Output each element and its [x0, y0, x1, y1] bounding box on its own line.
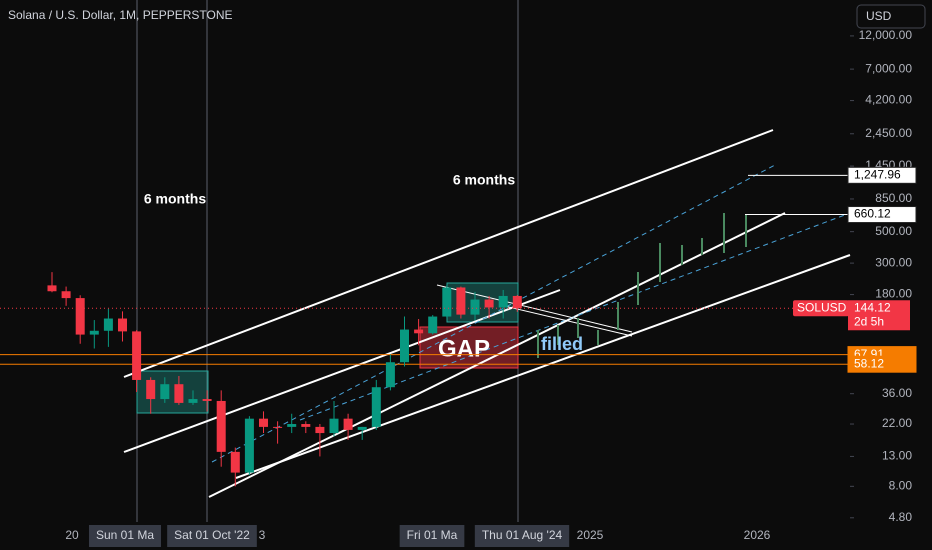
- candle-body: [202, 399, 212, 401]
- x-tick-label: 20: [65, 528, 79, 542]
- price-label-box: [847, 206, 917, 224]
- y-tick-label: 8.00: [889, 479, 913, 493]
- gap-box: [419, 326, 519, 369]
- candle-body: [512, 295, 522, 309]
- chart-title: Solana / U.S. Dollar, 1M, PEPPERSTONE: [8, 8, 233, 22]
- y-tick-label: 850.00: [875, 191, 912, 205]
- x-tick-label: Sun 01 Ma: [96, 528, 154, 542]
- dashed-line: [211, 164, 776, 463]
- last-price-countdown: 2d 5h: [854, 314, 884, 328]
- currency-label[interactable]: USD: [866, 9, 892, 23]
- candle-body: [315, 426, 325, 434]
- x-tick-label: Fri 01 Ma: [407, 528, 458, 542]
- x-tick-label: Thu 01 Aug '24: [482, 528, 563, 542]
- last-price-label: 144.12: [854, 300, 891, 314]
- price-label-box: [847, 355, 917, 373]
- last-price-symbol: SOLUSD: [797, 300, 847, 314]
- candle-body: [385, 362, 395, 388]
- y-tick-label: 7,000.00: [865, 61, 912, 75]
- candle-body: [132, 331, 142, 380]
- candle-body: [188, 399, 198, 403]
- candle-body: [428, 316, 438, 334]
- candle-body: [484, 299, 494, 308]
- y-tick-label: 4,200.00: [865, 93, 912, 107]
- annotation: 6 months: [144, 191, 206, 207]
- time-markers: [136, 0, 519, 522]
- currency-button[interactable]: [856, 4, 926, 29]
- candle-body: [329, 418, 339, 434]
- candle-body: [75, 298, 85, 335]
- price-label: 1,247.96: [854, 167, 901, 181]
- price-label: 660.12: [854, 207, 891, 221]
- candle-body: [216, 400, 226, 452]
- candle-body: [174, 384, 184, 403]
- x-label-highlight: [167, 525, 257, 547]
- candle-body: [498, 295, 508, 308]
- x-tick-label: Sat 01 Oct '22: [174, 528, 250, 542]
- channel-line: [235, 254, 851, 479]
- y-tick-label: 300.00: [875, 255, 912, 269]
- y-tick-label: 2,450.00: [865, 126, 912, 140]
- annotation: GAP: [438, 335, 490, 362]
- x-tick-label: 2026: [744, 528, 771, 542]
- candle-body: [244, 418, 254, 473]
- x-label-highlight: [474, 525, 570, 547]
- last-price-box: [848, 300, 910, 331]
- projection: [537, 213, 747, 358]
- candle-body: [371, 387, 381, 427]
- channel-line: [123, 289, 561, 453]
- trend-arrows: [436, 284, 633, 337]
- trend-line: [499, 304, 633, 337]
- candle-body: [287, 424, 297, 427]
- x-label-highlight: [88, 525, 162, 547]
- x-label-highlight: [399, 525, 465, 547]
- x-tick-label: 2025: [577, 528, 604, 542]
- candle-body: [61, 291, 71, 299]
- y-tick-label: 13.00: [882, 449, 912, 463]
- y-tick-label: 4.80: [889, 510, 913, 524]
- candle-body: [400, 329, 409, 363]
- channel-line: [123, 129, 774, 378]
- y-tick-label: 12,000.00: [859, 28, 913, 42]
- trend-line: [436, 284, 633, 333]
- candle-body: [118, 318, 127, 332]
- candle-body: [301, 424, 311, 427]
- candle-body: [343, 418, 353, 430]
- price-label: 58.12: [854, 356, 884, 370]
- candle-body: [146, 379, 156, 400]
- candle-body: [470, 299, 480, 315]
- dashed-line: [299, 212, 851, 421]
- candle-body: [442, 287, 452, 317]
- candle-body: [160, 384, 170, 400]
- candle-body: [414, 329, 424, 334]
- candle-body: [273, 426, 283, 428]
- annotation: filled: [541, 334, 583, 354]
- y-tick-label: 22.00: [882, 416, 912, 430]
- y-tick-label: 36.00: [882, 386, 912, 400]
- channel-dashed: [211, 164, 851, 463]
- y-tick-label: 180.00: [875, 287, 912, 301]
- last-price-symbol-box: [793, 300, 849, 317]
- candle-body: [103, 318, 113, 331]
- y-tick-label: 500.00: [875, 224, 912, 238]
- x-tick-label: 3: [259, 528, 266, 542]
- candle-body: [89, 330, 99, 335]
- candle-body: [456, 287, 466, 315]
- candle-body: [230, 451, 240, 473]
- candle-body: [357, 426, 367, 430]
- candle-body: [259, 418, 268, 427]
- price-label-box: [847, 166, 917, 184]
- candle-body: [47, 285, 57, 292]
- annotation: 6 months: [453, 172, 515, 188]
